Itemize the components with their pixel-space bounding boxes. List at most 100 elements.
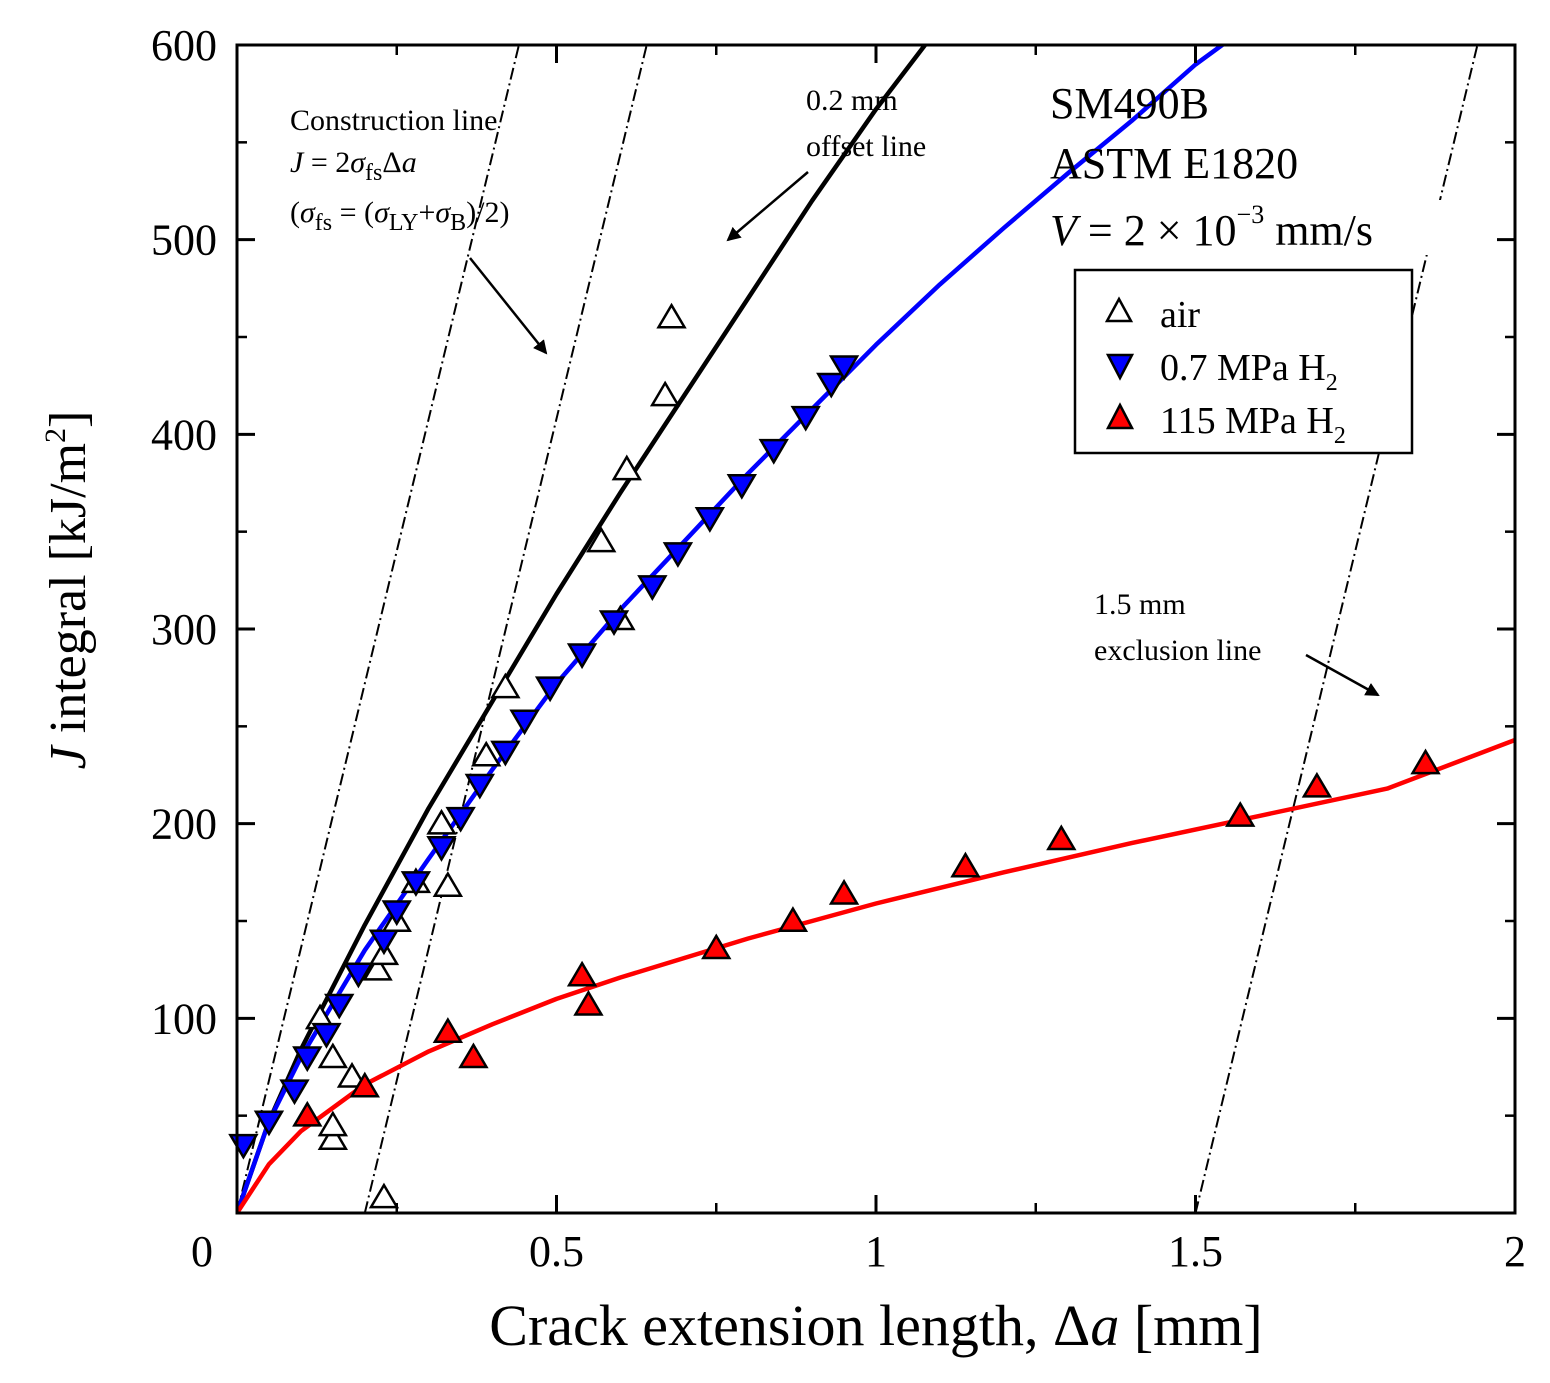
marker-0.7-mpa-h2 — [445, 806, 476, 833]
x-axis-title-part: [mm] — [1119, 1293, 1262, 1358]
construction-part: σ — [350, 146, 366, 179]
x-axis-title: Crack extension length, Δa [mm] — [489, 1293, 1262, 1358]
legend-marker-air — [1104, 296, 1134, 323]
marker-0.7-mpa-h2 — [828, 355, 860, 382]
marker-0.7-mpa-h2 — [509, 709, 540, 736]
specimen-rate: V = 2 × 10−3 mm/s — [1050, 200, 1373, 255]
marker-115-mpa-h2 — [950, 851, 981, 878]
marker-115-mpa-h2 — [573, 989, 604, 1016]
y-tick-label: 400 — [151, 410, 217, 459]
marker-115-mpa-h2 — [292, 1100, 323, 1127]
legend-box — [1073, 268, 1414, 455]
115-mpa-h2-fit-curve — [237, 737, 1515, 1213]
marker-115-mpa-h2 — [349, 1071, 380, 1098]
x-tick-label: 1 — [865, 1227, 887, 1276]
marker-115-mpa-h2 — [701, 933, 732, 960]
x-axis-title-part: Δ — [1053, 1293, 1090, 1358]
legend-label-part: 2 — [1334, 423, 1346, 449]
axis-ticks — [235, 43, 1517, 1215]
marker-115-mpa-h2 — [566, 960, 598, 987]
marker-115-mpa-h2 — [1301, 771, 1333, 798]
marker-air — [317, 1042, 349, 1069]
marker-115-mpa-h2 — [458, 1042, 489, 1069]
rate-part: mm/s — [1264, 206, 1373, 255]
marker-0.7-mpa-h2 — [790, 405, 821, 432]
construction-part: = 2 — [303, 146, 350, 179]
construction-part: a — [402, 146, 417, 179]
offset-annotation-line2: offset line — [806, 130, 926, 163]
construction-part: Δ — [382, 146, 401, 179]
marker-0.7-mpa-h2 — [279, 1079, 310, 1106]
data-markers — [228, 302, 1441, 1209]
marker-0.7-mpa-h2 — [637, 575, 668, 601]
x-tick-label: 1.5 — [1168, 1227, 1223, 1276]
marker-0.7-mpa-h2 — [490, 740, 521, 767]
marker-0.7-mpa-h2 — [534, 676, 566, 703]
construction-part: fs — [315, 210, 332, 236]
y-axis-title: J integral [kJ/m2] — [39, 411, 97, 770]
marker-air — [649, 380, 681, 407]
construction-part: σ — [300, 196, 316, 229]
rate-part: = 2 × 10 — [1077, 206, 1237, 255]
y-axis-title-part: 2 — [39, 428, 72, 443]
exclusion-arrow — [1305, 653, 1380, 697]
marker-0.7-mpa-h2 — [566, 643, 598, 670]
marker-air — [611, 454, 642, 481]
construction-annotation-line3: (σfs = (σLY+σB)/2) — [290, 196, 510, 236]
x-axis-title-part: a — [1090, 1293, 1119, 1358]
construction-part: fs — [365, 160, 382, 186]
marker-115-mpa-h2 — [1225, 801, 1256, 827]
marker-115-mpa-h2 — [828, 878, 860, 905]
offset-line-0.2mm — [363, 45, 648, 1213]
construction-part: σ — [435, 196, 451, 229]
marker-air — [432, 871, 464, 897]
y-axis-title-part: ] — [40, 411, 97, 428]
y-tick-label: 300 — [151, 605, 217, 654]
specimen-material: SM490B — [1050, 79, 1209, 128]
construction-part: σ — [374, 196, 390, 229]
construction-part: B — [450, 210, 466, 236]
marker-air — [317, 1124, 349, 1151]
marker-air — [368, 1182, 400, 1209]
legend-label-part: 115 MPa H — [1160, 400, 1334, 442]
marker-115-mpa-h2 — [1046, 824, 1077, 851]
legend-marker-0.7mpa — [1105, 353, 1135, 381]
marker-0.7-mpa-h2 — [662, 542, 694, 568]
legend-item-115mpa: 115 MPa H2 — [1105, 400, 1346, 449]
rate-part: V — [1050, 206, 1082, 255]
x-tick-label: 2 — [1504, 1227, 1526, 1276]
x-tick-labels: 0 0.5 1 1.5 2 — [191, 1227, 1526, 1276]
marker-0.7-mpa-h2 — [598, 610, 630, 637]
construction-part: ( — [290, 196, 300, 229]
marker-air — [471, 740, 502, 767]
marker-115-mpa-h2 — [432, 1017, 464, 1043]
construction-arrow — [469, 257, 548, 355]
construction-part: = ( — [332, 196, 374, 229]
construction-annotation-line2: J = 2σfsΔa — [290, 146, 417, 186]
specimen-standard: ASTM E1820 — [1050, 139, 1298, 188]
marker-0.7-mpa-h2 — [816, 372, 847, 399]
y-tick-label: 500 — [151, 216, 217, 265]
rate-text-background — [1050, 200, 1490, 255]
legend-label-115mpa: 115 MPa H2 — [1160, 400, 1346, 449]
marker-0.7-mpa-h2 — [311, 1022, 342, 1049]
marker-0.7-mpa-h2 — [464, 773, 496, 800]
exclusion-annotation-line1: 1.5 mm — [1094, 588, 1186, 621]
exclusion-annotation-line2: exclusion line — [1094, 634, 1261, 667]
y-tick-label: 100 — [151, 994, 217, 1043]
legend-marker-115mpa — [1105, 402, 1135, 430]
marker-0.7-mpa-h2 — [324, 993, 355, 1020]
y-axis-title-part: J — [40, 743, 97, 769]
construction-part: J — [290, 146, 305, 179]
marker-0.7-mpa-h2 — [343, 962, 374, 989]
marker-115-mpa-h2 — [777, 906, 809, 932]
marker-air — [490, 672, 521, 699]
construction-annotation-line1: Construction line — [290, 104, 497, 137]
marker-0.7-mpa-h2 — [381, 900, 412, 927]
construction-part: LY — [389, 210, 419, 236]
offset-annotation-line1: 0.2 mm — [806, 84, 898, 117]
marker-air — [317, 1110, 349, 1137]
marker-air — [426, 808, 457, 835]
legend-label-air: air — [1160, 294, 1200, 336]
